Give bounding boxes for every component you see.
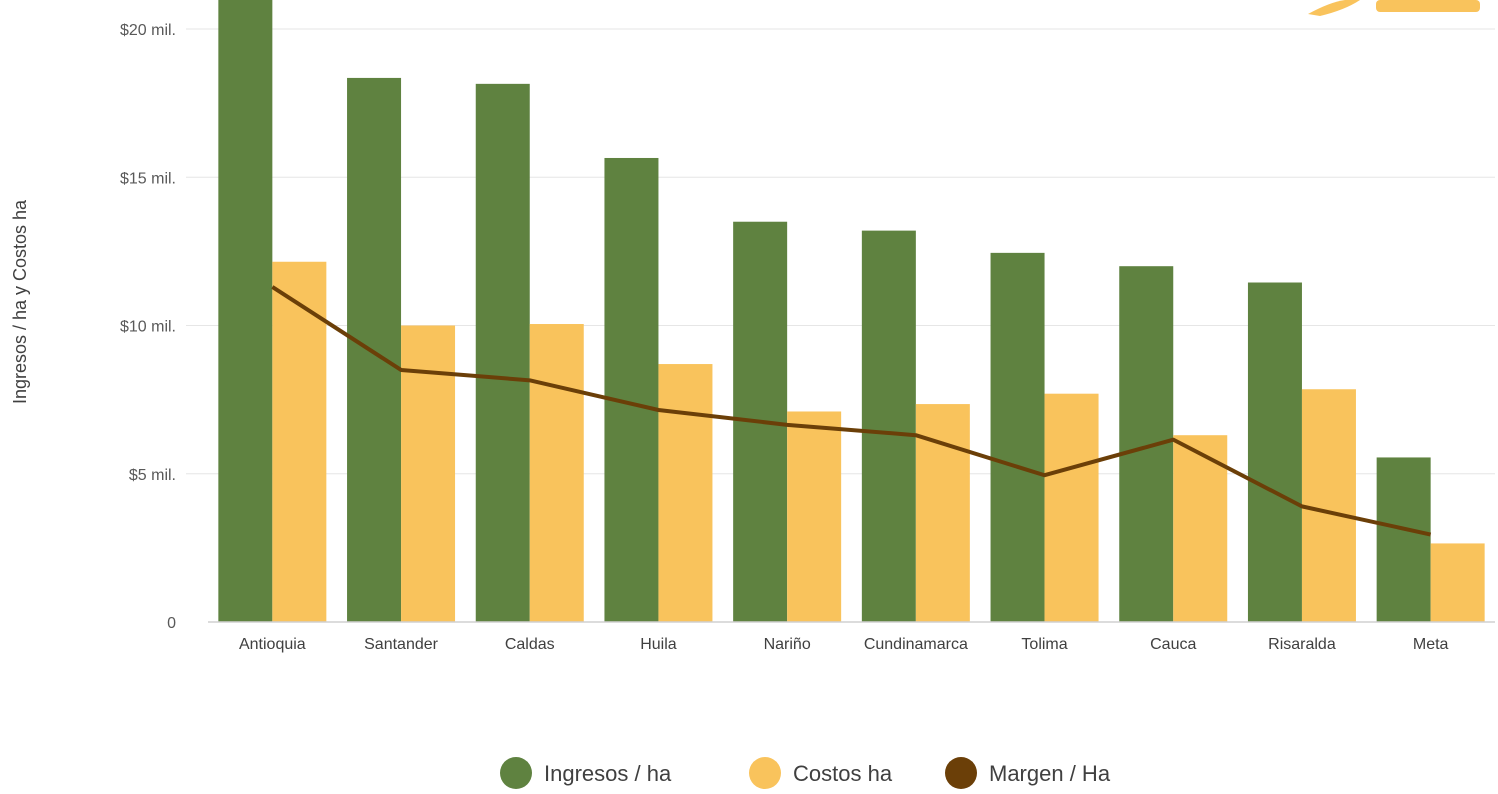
line-margen [271,285,1432,537]
x-tick-label: Cauca [1150,636,1196,653]
y-tick-label: 0 [167,615,176,632]
x-axis-labels: Antioquia Santander Caldas Huila Nariño Cundi… [239,636,1449,653]
legend: Ingresos / ha Costos ha Margen / Ha [500,757,1111,789]
legend-swatch [500,757,532,789]
bar-ingresos [1119,266,1174,622]
bar-ingresos [604,157,659,623]
y-axis-title: Ingresos / ha y Costos ha [10,199,30,404]
bar-costos [529,324,584,622]
bar-costos [915,404,970,622]
logo-decoration [1308,0,1480,16]
logo-right-shape [1376,0,1480,12]
x-tick-label: Risaralda [1268,636,1336,653]
bar-ingresos [218,0,273,622]
bar-costos [658,364,713,622]
bar-ingresos [1247,282,1302,622]
x-tick-label: Santander [364,636,439,653]
x-tick-label: Nariño [764,636,811,653]
y-tick-label: $10 mil. [120,319,176,336]
y-tick-label: $5 mil. [129,467,176,484]
legend-label: Ingresos / ha [544,761,672,786]
x-tick-label: Cundinamarca [864,636,968,653]
legend-label: Costos ha [793,761,893,786]
x-tick-label: Caldas [505,636,555,653]
legend-label: Margen / Ha [989,761,1111,786]
x-tick-label: Huila [640,636,677,653]
bar-ingresos [861,230,916,622]
margin-line [271,285,1432,537]
bar-ingresos [1376,457,1431,622]
y-tick-label: $15 mil. [120,170,176,187]
bar-ingresos [990,252,1045,623]
y-axis-ticks: 0 $5 mil. $10 mil. $15 mil. $20 mil. [120,22,176,632]
y-tick-label: $20 mil. [120,22,176,39]
x-tick-label: Antioquia [239,636,306,653]
bar-costos [787,411,842,622]
legend-swatch [945,757,977,789]
bars [218,0,1485,623]
x-tick-label: Meta [1413,636,1449,653]
bar-ingresos [347,77,402,623]
bar-costos [1173,435,1228,622]
bar-costos [1430,543,1485,622]
bar-costos [1301,389,1356,622]
logo-left-shape [1308,0,1360,16]
legend-swatch [749,757,781,789]
x-tick-label: Tolima [1021,636,1067,653]
bar-ingresos [475,83,530,623]
bar-costos [1044,393,1099,622]
bar-costos [272,261,327,622]
